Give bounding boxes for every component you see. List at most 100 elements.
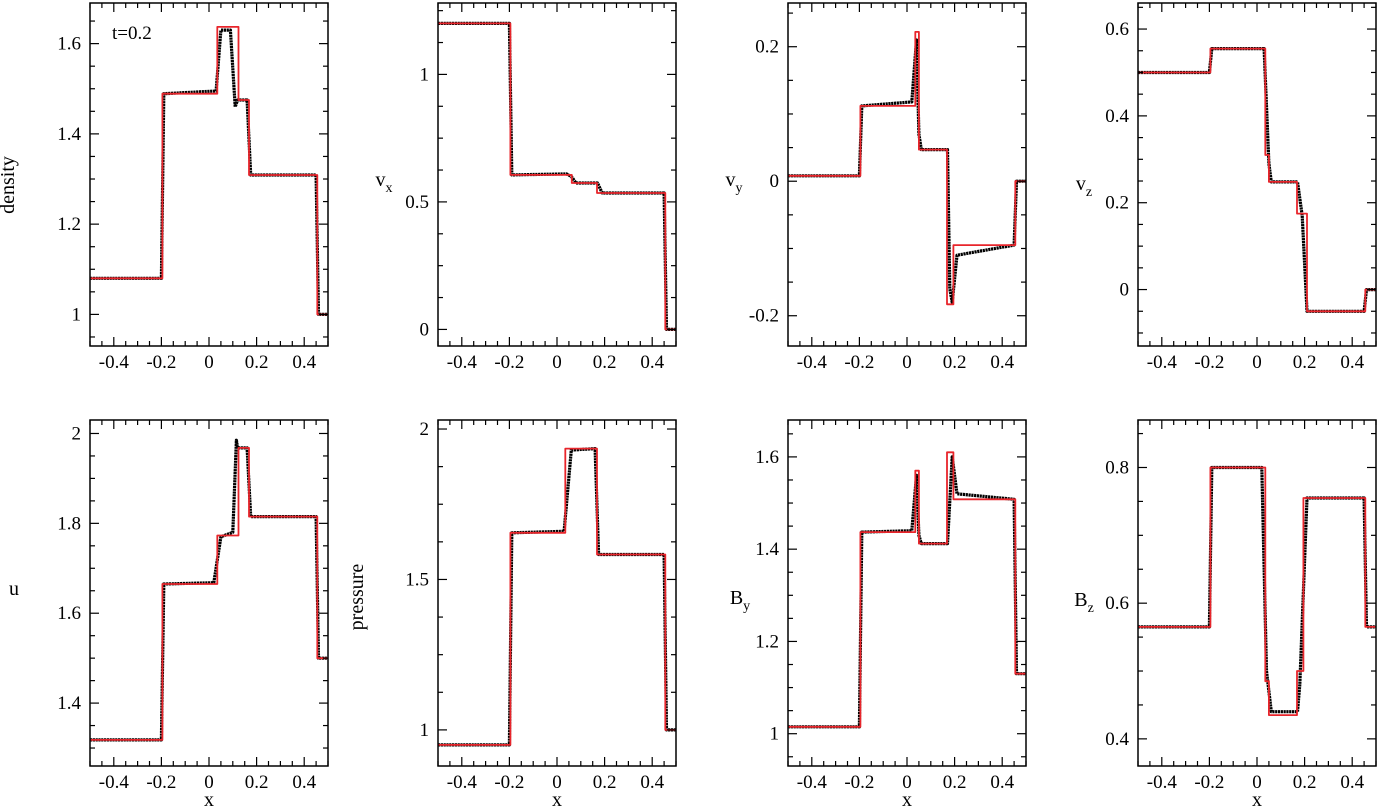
x-axis-label: x [552,789,562,808]
series-numerical [90,28,328,316]
plot-frame [1137,419,1377,767]
series-numerical [438,21,676,331]
y-tick-label: 1.4 [57,693,81,714]
panel-2: -0.4 -0.2 0 0.2 0.4 -0.2 0 0.2 vy [726,2,1027,373]
x-tick-label: -0.4 [99,772,130,793]
y-tick-label: 0 [770,171,780,192]
series-exact [1138,466,1376,716]
y-axis-label: By [730,587,750,614]
x-tick-label: 0.4 [292,352,316,373]
x-tick-label: 0.4 [1340,352,1364,373]
x-axis-label: x [1252,789,1262,808]
x-tick-label: 0 [902,772,912,793]
plot-frame [787,419,1027,767]
y-tick-label: 1.2 [755,631,779,652]
x-tick-label: -0.2 [1194,772,1224,793]
x-tick-label: 0.4 [1340,772,1364,793]
series-numerical [788,38,1026,304]
x-tick-label: -0.2 [844,352,874,373]
x-tick-label: 0 [1252,772,1262,793]
y-axis-label-subscript: z [1088,601,1094,616]
y-tick-label: 0.4 [1105,729,1129,750]
series-numerical [90,438,328,742]
x-tick-label: 0.2 [245,772,269,793]
plot-frame [1137,2,1377,347]
x-axis-label: x [902,789,912,808]
series-numerical [438,447,676,747]
series-numerical [788,455,1026,729]
x-tick-label: -0.2 [494,352,524,373]
x-tick-label: -0.4 [1147,352,1178,373]
y-tick-label: 0.4 [1105,106,1129,127]
series-exact [788,30,1026,306]
x-tick-label: 0.4 [640,772,664,793]
x-tick-label: 0 [204,772,214,793]
y-axis-label: vz [1076,173,1092,200]
y-tick-label: 0.8 [1105,457,1129,478]
x-tick-label: 0.2 [593,772,617,793]
y-tick-label: 1.4 [755,539,779,560]
y-tick-label: 0 [420,319,430,340]
y-tick-label: 1.6 [755,447,779,468]
y-tick-label: 1.2 [57,214,81,235]
y-tick-label: 0 [1120,280,1130,301]
x-tick-label: -0.4 [447,772,478,793]
series-numerical [1138,46,1376,313]
x-tick-label: -0.2 [1194,352,1224,373]
y-tick-label: 2 [72,423,82,444]
y-axis-label: pressure [346,564,368,631]
y-tick-label: 1 [770,724,780,745]
y-tick-label: 0.5 [405,192,429,213]
x-tick-label: 0.4 [292,772,316,793]
y-tick-label: 0.6 [1105,19,1129,40]
panel-3: -0.4 -0.2 0 0.2 0.4 0 0.2 0.4 0.6 vz [1076,2,1377,373]
x-tick-label: 0.4 [990,772,1014,793]
y-tick-label: 2 [420,419,430,440]
x-tick-label: -0.4 [99,352,130,373]
plot-frame [437,419,677,767]
y-tick-label: 1.6 [57,34,81,55]
series-exact [1138,47,1376,313]
y-tick-label: 0.2 [1105,193,1129,214]
series-exact [788,451,1026,728]
y-tick-label: 1 [72,304,82,325]
y-tick-label: 1 [420,64,430,85]
x-tick-label: 0.2 [245,352,269,373]
y-axis-label-subscript: y [743,599,750,614]
x-tick-label: 0 [552,352,562,373]
y-axis-label: density [0,156,19,214]
panel-5: -0.4 -0.2 0 0.2 0.4 1 1.5 2 pressure x [346,419,677,808]
x-tick-label: -0.4 [1147,772,1178,793]
x-tick-label: 0.4 [990,352,1014,373]
panel-7: -0.4 -0.2 0 0.2 0.4 0.4 0.6 0.8 Bz x [1074,419,1377,808]
y-axis-label: Bz [1074,589,1094,616]
x-tick-label: 0.2 [1293,352,1317,373]
x-tick-label: 0.4 [640,352,664,373]
x-tick-label: -0.2 [146,772,176,793]
x-tick-label: 0 [1252,352,1262,373]
x-tick-label: 0.2 [943,352,967,373]
y-axis-label: vx [376,169,393,196]
series-exact [90,25,328,316]
x-tick-label: 0 [204,352,214,373]
panel-4: -0.4 -0.2 0 0.2 0.4 1.4 1.6 1.8 2 u x [9,419,329,808]
x-tick-label: 0 [552,772,562,793]
x-tick-label: -0.2 [494,772,524,793]
y-axis-label-subscript: z [1086,185,1092,200]
x-tick-label: -0.4 [797,772,828,793]
y-axis-label-subscript: x [386,181,393,196]
plot-frame [89,419,329,767]
y-tick-label: 1.6 [57,603,81,624]
series-exact [438,447,676,746]
y-tick-label: -0.2 [749,306,779,327]
panel-6: -0.4 -0.2 0 0.2 0.4 1 1.2 1.4 1.6 By x [730,419,1027,808]
x-tick-label: 0.2 [593,352,617,373]
time-annotation: t=0.2 [112,23,152,44]
y-tick-label: 1.8 [57,513,81,534]
x-tick-label: 0.2 [1293,772,1317,793]
x-axis-label: x [204,789,214,808]
series-numerical [1138,465,1376,714]
y-tick-label: 0.2 [755,37,779,58]
y-tick-label: 1.5 [405,569,429,590]
